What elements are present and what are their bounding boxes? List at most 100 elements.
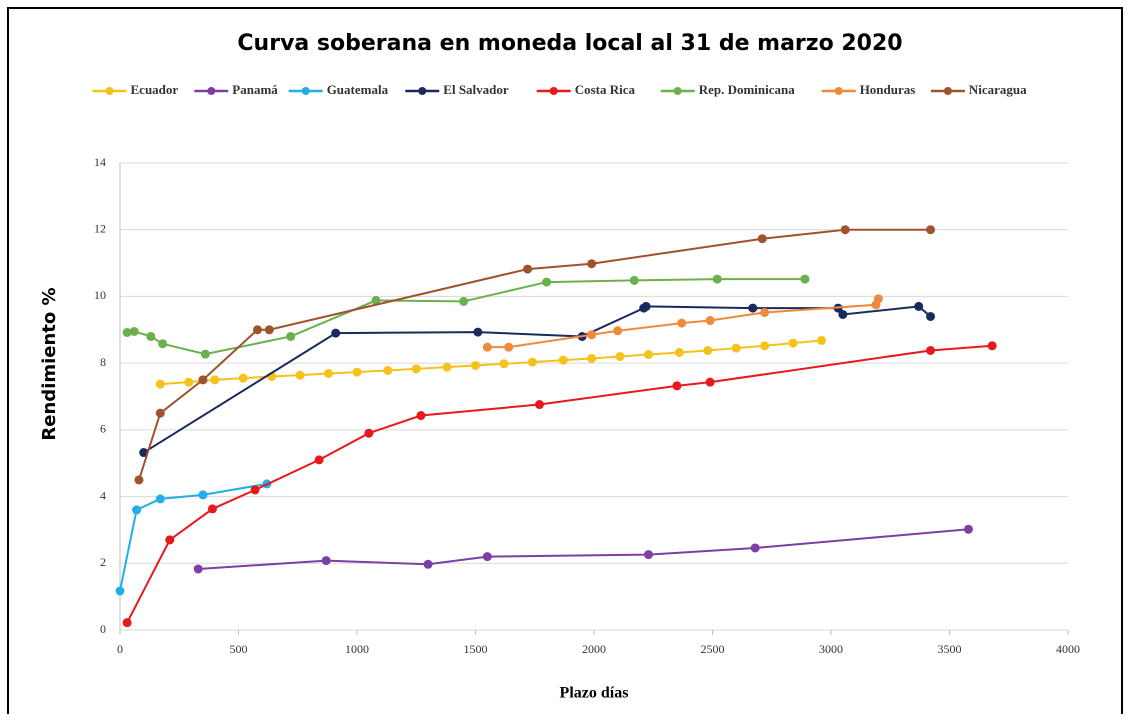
- data-point: [423, 559, 433, 569]
- y-tick-label: 12: [94, 221, 106, 235]
- data-point: [987, 341, 997, 351]
- data-point: [122, 618, 132, 628]
- x-tick-label: 2500: [701, 642, 725, 656]
- data-point: [748, 303, 758, 313]
- legend-marker: [105, 87, 114, 95]
- data-point: [155, 379, 165, 389]
- x-axis-label: Plazo días: [560, 685, 629, 702]
- data-point: [641, 301, 651, 311]
- series-line: [138, 228, 931, 481]
- legend-marker: [301, 87, 310, 95]
- data-point: [198, 490, 208, 500]
- legend-label: El Salvador: [443, 82, 509, 97]
- data-point: [558, 355, 568, 365]
- y-tick-label: 6: [100, 422, 106, 436]
- data-point: [134, 475, 144, 485]
- data-point: [926, 311, 936, 321]
- data-point: [250, 485, 260, 495]
- data-point: [644, 550, 654, 560]
- data-point: [193, 564, 203, 574]
- data-point: [705, 315, 715, 325]
- data-point: [587, 259, 597, 269]
- data-point: [788, 338, 798, 348]
- data-point: [238, 373, 248, 383]
- data-point: [840, 225, 850, 235]
- data-point: [321, 556, 331, 566]
- data-point: [314, 455, 324, 465]
- data-point: [364, 428, 374, 438]
- data-point: [115, 586, 125, 596]
- data-point: [416, 411, 426, 421]
- data-point: [587, 330, 597, 340]
- legend-label: Honduras: [860, 82, 916, 97]
- data-point: [800, 274, 810, 284]
- data-point: [674, 347, 684, 357]
- legend-marker: [673, 87, 682, 95]
- data-point: [705, 377, 715, 387]
- y-tick-label: 14: [94, 155, 106, 169]
- data-point: [122, 327, 132, 337]
- data-point: [331, 328, 341, 338]
- data-point: [295, 370, 305, 380]
- data-point: [504, 342, 514, 352]
- legend-label: Panamá: [232, 82, 278, 97]
- y-tick-label: 4: [100, 488, 106, 502]
- data-point: [158, 339, 168, 349]
- data-point: [587, 353, 597, 363]
- x-tick-label: 1000: [345, 642, 369, 656]
- y-tick-label: 10: [94, 288, 106, 302]
- x-tick-label: 3500: [938, 642, 962, 656]
- chart-title: Curva soberana en moneda local al 31 de …: [237, 31, 902, 56]
- y-axis-label: Rendimiento %: [39, 287, 60, 440]
- data-point: [473, 327, 483, 337]
- data-point: [165, 535, 175, 545]
- data-point: [252, 325, 262, 335]
- data-point: [459, 296, 469, 306]
- data-point: [146, 331, 156, 341]
- data-point: [644, 349, 654, 359]
- series-line: [126, 344, 993, 624]
- data-point: [542, 277, 552, 287]
- data-point: [615, 351, 625, 361]
- data-point: [677, 318, 687, 328]
- data-point: [264, 325, 274, 335]
- data-point: [352, 367, 362, 377]
- data-point: [926, 345, 936, 355]
- data-point: [527, 357, 537, 367]
- data-point: [207, 504, 217, 514]
- legend-label: Rep. Dominicana: [699, 82, 796, 97]
- data-point: [198, 375, 208, 385]
- data-point: [184, 377, 194, 387]
- data-point: [411, 364, 421, 374]
- data-point: [155, 494, 165, 504]
- legend-marker: [549, 87, 558, 95]
- legend-label: Costa Rica: [575, 82, 636, 97]
- data-point: [760, 307, 770, 317]
- data-point: [703, 345, 713, 355]
- data-point: [817, 335, 827, 345]
- legend-marker: [207, 87, 216, 95]
- x-tick-label: 2000: [582, 642, 606, 656]
- y-tick-label: 0: [100, 622, 106, 636]
- data-point: [371, 295, 381, 305]
- data-point: [712, 274, 722, 284]
- x-tick-label: 0: [117, 642, 123, 656]
- data-point: [132, 505, 142, 515]
- data-point: [914, 301, 924, 311]
- data-point: [926, 225, 936, 235]
- y-tick-label: 8: [100, 355, 106, 369]
- data-point: [757, 234, 767, 244]
- data-point: [383, 365, 393, 375]
- data-point: [613, 326, 623, 336]
- legend-label: Nicaragua: [969, 82, 1027, 97]
- data-point: [286, 331, 296, 341]
- data-point: [442, 362, 452, 372]
- legend-marker: [834, 87, 843, 95]
- legend-marker: [418, 87, 427, 95]
- legend-marker: [943, 87, 952, 95]
- data-point: [155, 408, 165, 418]
- x-tick-label: 1500: [464, 642, 488, 656]
- data-point: [731, 343, 741, 353]
- data-point: [873, 294, 883, 304]
